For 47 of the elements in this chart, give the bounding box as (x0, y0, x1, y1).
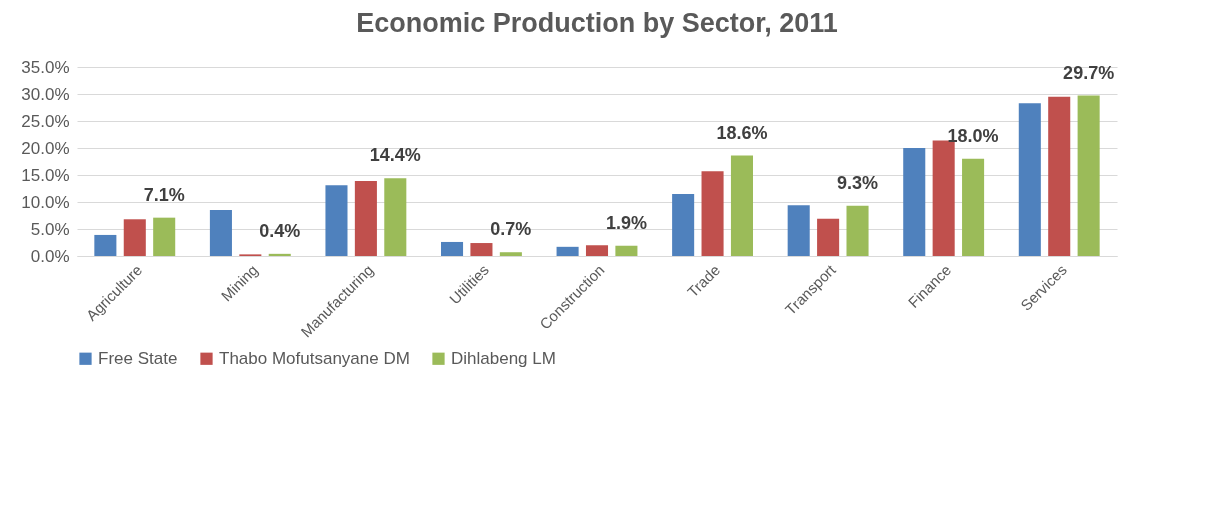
bar (499, 252, 522, 256)
bar (123, 219, 146, 256)
bar (153, 217, 176, 256)
bar (932, 140, 955, 256)
data-label: 18.0% (947, 125, 999, 146)
y-tick-label: 0.0% (30, 246, 70, 266)
bar (903, 148, 926, 256)
data-label: 0.4% (259, 220, 301, 241)
bar (268, 253, 291, 256)
bar (1077, 95, 1100, 256)
bar (384, 178, 407, 256)
bar (325, 185, 348, 256)
y-tick-label: 30.0% (21, 84, 70, 104)
data-label: 18.6% (716, 122, 768, 143)
bar (787, 205, 810, 256)
bar (672, 193, 695, 256)
bar (354, 180, 377, 256)
data-label: 7.1% (143, 184, 185, 205)
data-label: 1.9% (605, 212, 647, 233)
legend-label: Dihlabeng LM (451, 348, 556, 368)
bar (1018, 103, 1041, 256)
data-label: 9.3% (837, 172, 879, 193)
bar (94, 234, 117, 256)
legend-label: Thabo Mofutsanyane DM (219, 348, 410, 368)
bar (846, 205, 869, 256)
legend-label: Free State (98, 348, 178, 368)
bar (556, 246, 579, 256)
data-label: 29.7% (1063, 62, 1115, 83)
bar (209, 210, 232, 256)
bar (585, 245, 609, 256)
y-tick-label: 5.0% (30, 219, 70, 239)
y-tick-label: 35.0% (21, 57, 70, 77)
y-tick-label: 25.0% (21, 111, 70, 131)
chart-title: Economic Production by Sector, 2011 (356, 8, 838, 38)
bar (730, 155, 753, 256)
bar (470, 243, 493, 256)
data-label: 0.7% (490, 219, 532, 240)
bar (817, 218, 840, 256)
bar (441, 241, 464, 256)
bar (701, 171, 724, 256)
y-tick-label: 10.0% (21, 192, 70, 212)
bar (962, 158, 985, 256)
bar (615, 245, 638, 256)
y-tick-label: 20.0% (21, 138, 70, 158)
y-tick-label: 15.0% (21, 165, 70, 185)
data-label: 14.4% (369, 145, 421, 166)
bar (1048, 96, 1071, 256)
